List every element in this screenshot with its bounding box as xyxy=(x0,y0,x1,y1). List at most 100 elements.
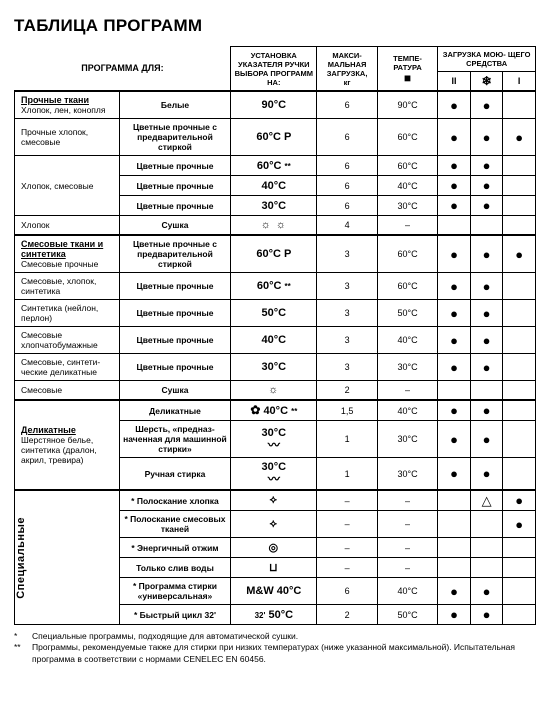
dial-setting: ⊔ xyxy=(231,558,317,578)
subprogram: Сушка xyxy=(119,216,231,236)
max-load: 6 xyxy=(317,156,377,176)
detergent-softener xyxy=(470,538,503,558)
detergent-I xyxy=(503,578,536,605)
detergent-softener: ● xyxy=(470,119,503,156)
temperature: – xyxy=(377,558,437,578)
program-category: ДеликатныеШерстяное белье, синтетика (др… xyxy=(15,400,120,490)
dial-setting: ⟡ xyxy=(231,490,317,511)
detergent-I: ● xyxy=(503,235,536,273)
subprogram: Цветные прочные xyxy=(119,176,231,196)
temperature: 40°C xyxy=(377,327,437,354)
detergent-II: ● xyxy=(438,421,471,458)
detergent-II xyxy=(438,558,471,578)
program-category: Смесовые, хлопок, синтетика xyxy=(15,273,120,300)
temperature: 30°C xyxy=(377,196,437,216)
max-load: 2 xyxy=(317,381,377,401)
max-load: 4 xyxy=(317,216,377,236)
subprogram: * Программа стирки «универсальная» xyxy=(119,578,231,605)
dial-setting: 90°C xyxy=(231,91,317,119)
detergent-I xyxy=(503,327,536,354)
subprogram: Деликатные xyxy=(119,400,231,421)
detergent-I xyxy=(503,196,536,216)
detergent-softener: ● xyxy=(470,235,503,273)
detergent-II: ● xyxy=(438,156,471,176)
temperature: 90°C xyxy=(377,91,437,119)
detergent-I xyxy=(503,400,536,421)
detergent-I xyxy=(503,300,536,327)
temperature: – xyxy=(377,511,437,538)
max-load: 6 xyxy=(317,196,377,216)
temperature: – xyxy=(377,490,437,511)
table-row: Прочные тканиХлопок, лен, конопляБелые90… xyxy=(15,91,536,119)
detergent-II: ● xyxy=(438,119,471,156)
dial-setting: 60°C ** xyxy=(231,273,317,300)
detergent-II xyxy=(438,490,471,511)
max-load: 2 xyxy=(317,605,377,625)
dial-setting: ☼ ☼ xyxy=(231,216,317,236)
max-load: 3 xyxy=(317,235,377,273)
detergent-I: ● xyxy=(503,511,536,538)
header-temp: ТЕМПЕ- РАТУРА■ xyxy=(377,47,437,92)
table-row: Прочные хлопок, смесовыеЦветные прочные … xyxy=(15,119,536,156)
table-row: Синтетика (нейлон, перлон)Цветные прочны… xyxy=(15,300,536,327)
dial-setting: 40°C xyxy=(231,327,317,354)
dial-setting: 30°C〰 xyxy=(231,458,317,491)
detergent-softener xyxy=(470,216,503,236)
detergent-II xyxy=(438,538,471,558)
dial-setting: ⟡ xyxy=(231,511,317,538)
special-section-label: Специальные xyxy=(15,490,120,625)
temperature: – xyxy=(377,381,437,401)
detergent-II xyxy=(438,216,471,236)
temperature: 30°C xyxy=(377,421,437,458)
detergent-softener: ● xyxy=(470,156,503,176)
max-load: 6 xyxy=(317,578,377,605)
program-category: Прочные хлопок, смесовые xyxy=(15,119,120,156)
table-row: Смесовые хлопчатобумажныеЦветные прочные… xyxy=(15,327,536,354)
temperature: 30°C xyxy=(377,354,437,381)
dial-setting: ☼ xyxy=(231,381,317,401)
detergent-I xyxy=(503,273,536,300)
subprogram: Ручная стирка xyxy=(119,458,231,491)
subprogram: * Полоскание хлопка xyxy=(119,490,231,511)
detergent-I xyxy=(503,538,536,558)
temperature: 40°C xyxy=(377,400,437,421)
detergent-softener xyxy=(470,558,503,578)
detergent-I xyxy=(503,176,536,196)
subprogram: Сушка xyxy=(119,381,231,401)
subprogram: * Полоскание смесовых тканей xyxy=(119,511,231,538)
max-load: 6 xyxy=(317,176,377,196)
detergent-I: ● xyxy=(503,119,536,156)
detergent-II: ● xyxy=(438,273,471,300)
program-category: Прочные тканиХлопок, лен, конопля xyxy=(15,91,120,119)
dial-setting: 60°C ** xyxy=(231,156,317,176)
subprogram: Цветные прочные xyxy=(119,327,231,354)
detergent-softener: ● xyxy=(470,300,503,327)
program-category: Смесовые, синтети- ческие деликатные xyxy=(15,354,120,381)
detergent-I xyxy=(503,421,536,458)
detergent-I xyxy=(503,91,536,119)
max-load: 1 xyxy=(317,421,377,458)
page-title: ТАБЛИЦА ПРОГРАММ xyxy=(14,16,536,36)
det-col-I: I xyxy=(503,72,536,92)
detergent-I xyxy=(503,156,536,176)
detergent-II: ● xyxy=(438,400,471,421)
detergent-II: ● xyxy=(438,91,471,119)
detergent-softener: ● xyxy=(470,578,503,605)
header-program-for: ПРОГРАММА ДЛЯ: xyxy=(81,63,163,73)
dial-setting: 30°C〰 xyxy=(231,421,317,458)
program-category: Хлопок, смесовые xyxy=(15,156,120,216)
subprogram: Цветные прочные xyxy=(119,300,231,327)
detergent-II: ● xyxy=(438,300,471,327)
program-category: Смесовые ткани и синтетикаСмесовые прочн… xyxy=(15,235,120,273)
program-category: Смесовые xyxy=(15,381,120,401)
subprogram: Цветные прочные xyxy=(119,156,231,176)
max-load: 3 xyxy=(317,273,377,300)
detergent-softener: ● xyxy=(470,458,503,491)
max-load: 3 xyxy=(317,300,377,327)
subprogram: Цветные прочные с предварительной стирко… xyxy=(119,119,231,156)
footnotes: *Специальные программы, подходящие для а… xyxy=(14,631,536,665)
max-load: – xyxy=(317,558,377,578)
max-load: 6 xyxy=(317,91,377,119)
subprogram: Цветные прочные xyxy=(119,354,231,381)
max-load: 1,5 xyxy=(317,400,377,421)
